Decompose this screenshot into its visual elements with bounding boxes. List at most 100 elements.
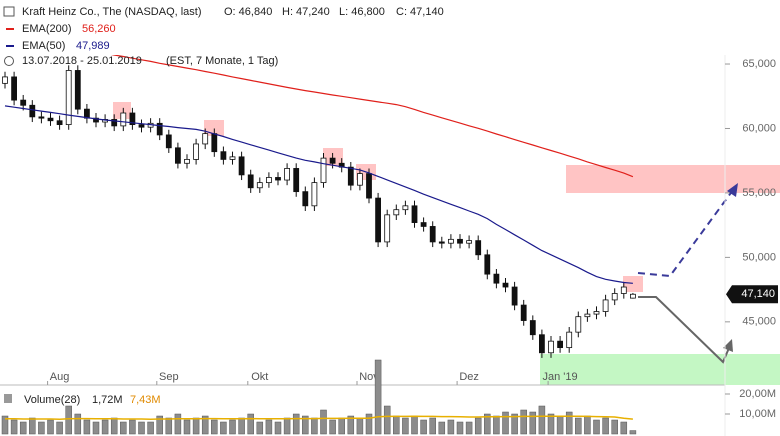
candle-body: [602, 299, 609, 312]
volume-bar: [19, 421, 27, 435]
candle-body: [311, 182, 318, 207]
legend-label: EMA(200): [22, 23, 72, 35]
volume-bar: [593, 419, 600, 435]
volume-bar: [92, 421, 100, 435]
candle-body: [539, 334, 545, 354]
candle-body: [29, 104, 36, 118]
volume-bar: [465, 421, 473, 435]
volume-bar: [311, 417, 318, 435]
candle-body: [202, 133, 209, 145]
volume-bar: [347, 415, 355, 435]
candle-body: [165, 134, 172, 149]
x-tick-label: Sep: [159, 371, 179, 383]
candle-body: [156, 122, 163, 136]
candle-body: [238, 156, 245, 176]
volume-label: Volume(28): [24, 394, 80, 406]
candle-body: [229, 156, 236, 160]
volume-bar: [456, 421, 464, 435]
volume-bar: [65, 405, 72, 435]
arrow-head: [727, 183, 738, 197]
candle-body: [138, 124, 145, 128]
candle-body: [438, 241, 445, 244]
legend-value: 47,989: [76, 40, 110, 52]
candle-body: [493, 273, 500, 284]
candle-body: [93, 117, 99, 123]
candle-body: [529, 320, 536, 336]
y-tick-label: 50,000: [742, 251, 776, 263]
candle-body: [56, 120, 63, 126]
volume-bar: [429, 417, 436, 435]
candle-body: [284, 168, 291, 181]
candle-body: [275, 177, 281, 181]
volume-bar: [474, 417, 482, 435]
highlight-box: [113, 102, 131, 119]
volume-bar: [156, 415, 163, 435]
volume-bar: [411, 415, 418, 435]
candle-body: [20, 99, 27, 106]
candle-body: [247, 174, 254, 189]
volume-bar: [329, 419, 336, 435]
volume-bar: [211, 419, 218, 435]
x-tick-label: Okt: [251, 371, 268, 383]
x-tick-label: Jan '19: [543, 371, 578, 383]
candle-body: [484, 254, 491, 275]
volume-bar: [47, 419, 54, 435]
ohlc-close: C: 47,140: [396, 6, 444, 18]
candle-body: [11, 76, 18, 101]
volume-bar: [283, 417, 291, 435]
volume-bar: [265, 419, 273, 435]
volume-bar: [1, 415, 9, 435]
volume-bar: [238, 417, 245, 435]
volume-bar: [256, 421, 264, 435]
y-tick-label: 65,000: [742, 58, 776, 70]
volume-bar: [547, 413, 555, 435]
candle-body: [2, 76, 8, 84]
candle-body: [193, 143, 200, 160]
volume-bar: [129, 419, 136, 435]
candle-body: [384, 214, 391, 243]
volume-bar: [302, 415, 309, 435]
volume-bar: [556, 415, 564, 435]
chart-icon: [3, 6, 15, 17]
candle-body: [265, 177, 272, 184]
bull-arrow: [637, 189, 734, 278]
last-price-flag: [726, 285, 778, 304]
volume-bar: [247, 413, 254, 435]
candle-body: [111, 119, 118, 127]
candle-body: [38, 116, 45, 119]
volume-bar: [74, 413, 82, 435]
candle-body: [393, 209, 400, 216]
period-note: (EST, 7 Monate, 1 Tag): [166, 55, 278, 67]
candle-body: [184, 159, 190, 164]
candle-body: [593, 311, 600, 315]
candle-body: [320, 157, 327, 184]
ema-line: [4, 105, 633, 284]
chart-title: Kraft Heinz Co., The (NASDAQ, last): [22, 6, 202, 18]
volume-bar: [374, 359, 382, 435]
volume-bar: [511, 413, 518, 435]
candle-body: [502, 282, 509, 288]
volume-bar: [383, 405, 391, 435]
ema-line: [110, 55, 634, 178]
volume-bar: [56, 421, 63, 435]
candle-body: [566, 331, 573, 349]
candle-body: [402, 205, 409, 211]
highlight-box: [623, 276, 643, 292]
volume-bar: [620, 421, 628, 435]
candle-body: [220, 151, 227, 160]
volume-bar: [174, 413, 182, 435]
candle-body: [411, 205, 418, 223]
support-zone: [540, 354, 780, 385]
candle-body: [356, 173, 363, 186]
volume-bar: [502, 411, 509, 435]
volume-ma-line: [5, 415, 633, 420]
candle-body: [475, 240, 482, 256]
candle-body: [211, 133, 218, 153]
candle-body: [429, 226, 436, 243]
volume-bar: [138, 421, 145, 435]
candle-body: [174, 147, 181, 164]
x-tick-label: Nov: [359, 371, 379, 383]
volume-bar: [29, 417, 36, 435]
candle-body: [447, 238, 454, 244]
